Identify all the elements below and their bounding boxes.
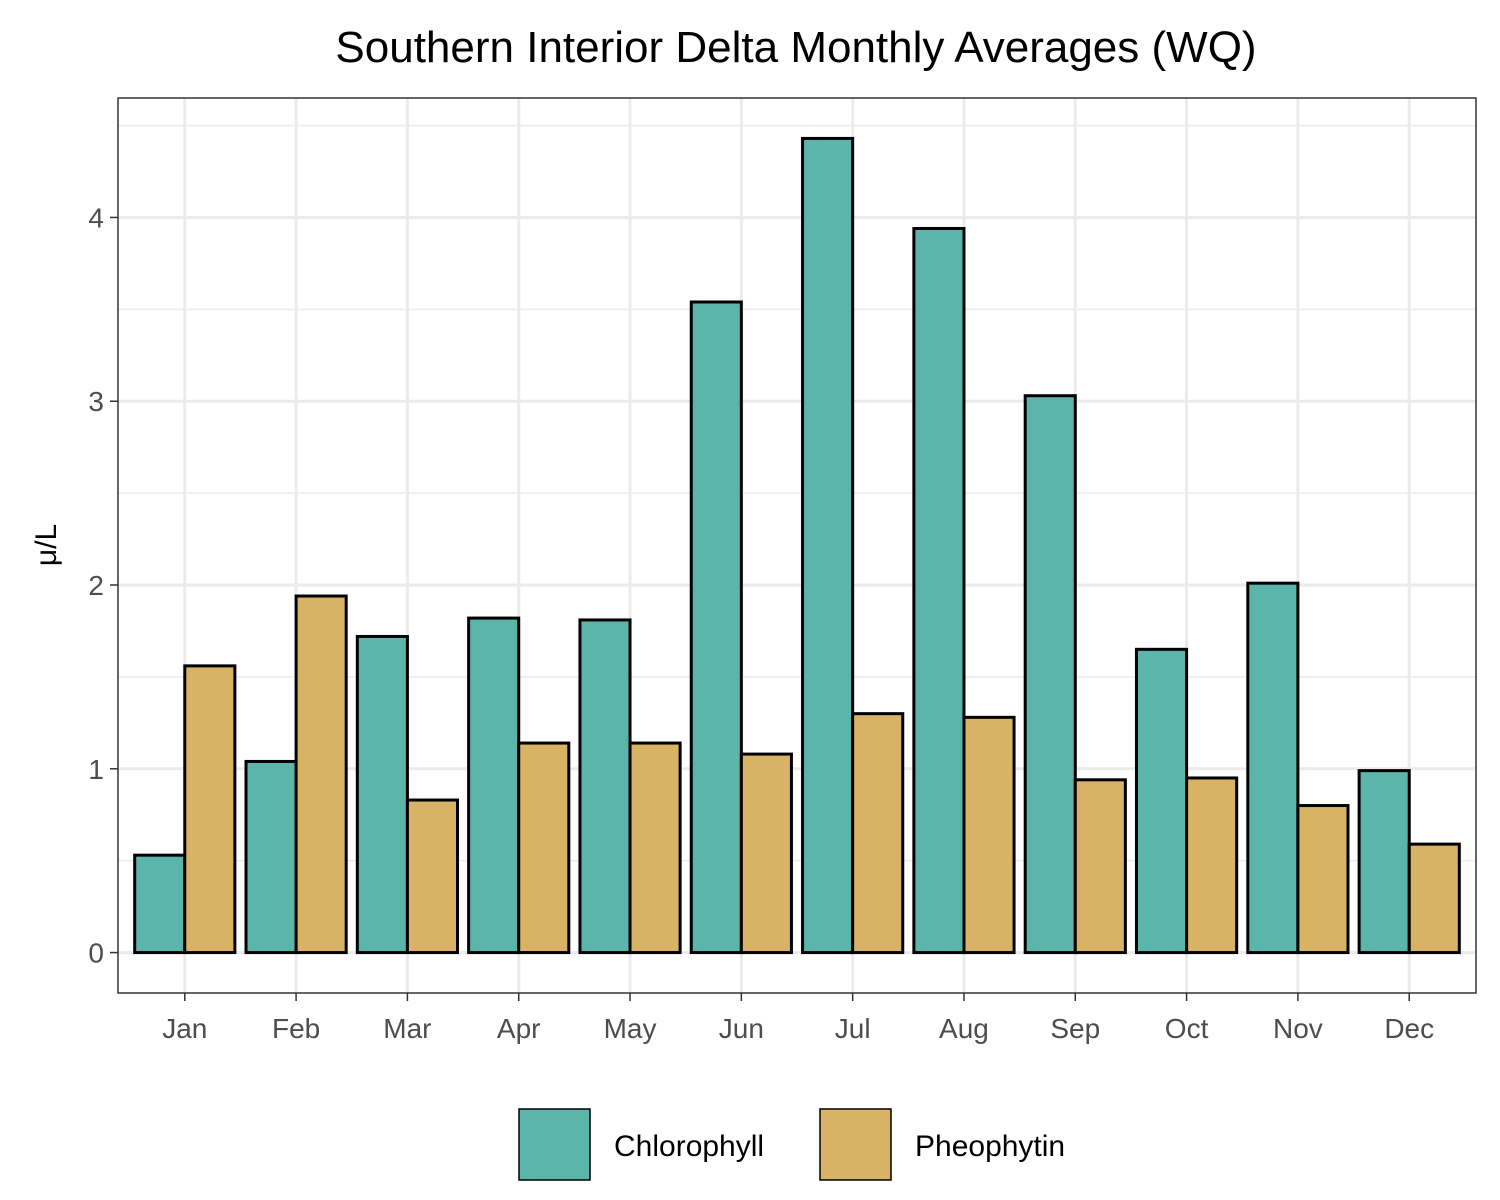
bar-chlorophyll-dec: [1357, 769, 1411, 955]
bar-chlorophyll-sep: [1023, 394, 1077, 955]
bar-pheophytin-feb: [294, 594, 348, 955]
x-tick-label: Feb: [272, 1013, 320, 1044]
x-tick-label: Oct: [1165, 1013, 1209, 1044]
x-tick-label: Jan: [162, 1013, 207, 1044]
y-tick-label: 0: [88, 938, 104, 969]
bars: [133, 136, 1461, 955]
x-tick-label: Apr: [497, 1013, 541, 1044]
x-tick-label: Mar: [383, 1013, 431, 1044]
bar-pheophytin-may: [628, 741, 682, 955]
bar-pheophytin-jun: [739, 752, 793, 955]
bar-chlorophyll-may: [578, 618, 632, 955]
plot-border: [117, 97, 1477, 994]
bar-pheophytin-oct: [1185, 776, 1239, 955]
bar-pheophytin-mar: [405, 798, 460, 955]
x-tick-label: Aug: [939, 1013, 989, 1044]
x-tick-label: May: [604, 1013, 657, 1044]
y-axis: 0 1 2 3 4: [88, 202, 118, 969]
bar-pheophytin-dec: [1407, 842, 1461, 955]
legend-label-chlorophyll: Chlorophyll: [614, 1130, 764, 1163]
bar-chlorophyll-mar: [355, 634, 409, 955]
legend: Chlorophyll Pheophytin: [518, 1108, 1065, 1181]
bar-pheophytin-apr: [517, 741, 571, 955]
bar-pheophytin-nov: [1296, 804, 1350, 955]
bar-chlorophyll-jul: [801, 136, 855, 955]
y-axis-title: μ/L: [30, 524, 63, 566]
bar-pheophytin-sep: [1073, 778, 1127, 955]
bar-pheophytin-jan: [183, 664, 237, 955]
bar-chlorophyll-jun: [689, 300, 743, 955]
x-tick-label: Jul: [835, 1013, 871, 1044]
bar-chlorophyll-feb: [244, 759, 298, 955]
legend-key-chlorophyll: [518, 1108, 591, 1181]
x-tick-label: Nov: [1273, 1013, 1323, 1044]
bar-pheophytin-aug: [962, 715, 1016, 955]
x-tick-label: Dec: [1384, 1013, 1434, 1044]
bar-chlorophyll-jan: [133, 853, 187, 955]
y-tick-label: 4: [88, 202, 104, 233]
y-tick-label: 2: [88, 570, 104, 601]
bar-pheophytin-jul: [851, 712, 905, 955]
x-tick-label: Sep: [1050, 1013, 1100, 1044]
bar-chlorophyll-nov: [1246, 581, 1300, 955]
bar-chlorophyll-aug: [912, 226, 966, 955]
legend-key-pheophytin: [819, 1108, 892, 1181]
bar-chlorophyll-oct: [1135, 647, 1189, 955]
y-tick-label: 3: [88, 386, 104, 417]
chart-title: Southern Interior Delta Monthly Averages…: [335, 23, 1256, 72]
legend-label-pheophytin: Pheophytin: [915, 1130, 1065, 1163]
x-axis: Jan Feb Mar Apr May Jun Jul Aug Sep Oct Nov Dec: [162, 993, 1434, 1044]
y-tick-label: 1: [88, 754, 104, 785]
bar-chlorophyll-apr: [467, 616, 521, 955]
x-tick-label: Jun: [719, 1013, 764, 1044]
